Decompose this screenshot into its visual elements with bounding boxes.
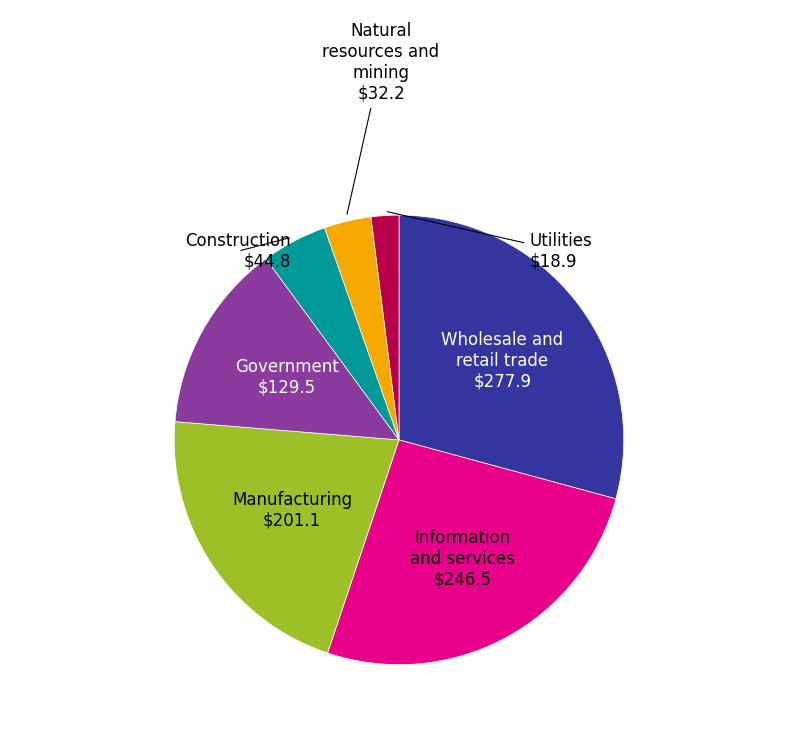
Wedge shape <box>325 217 399 440</box>
Wedge shape <box>266 228 399 440</box>
Text: Construction
$44.8: Construction $44.8 <box>185 232 291 270</box>
Wedge shape <box>327 440 616 664</box>
Text: Wholesale and
retail trade
$277.9: Wholesale and retail trade $277.9 <box>441 331 563 390</box>
Wedge shape <box>174 422 399 653</box>
Text: Natural
resources and
mining
$32.2: Natural resources and mining $32.2 <box>322 22 440 214</box>
Text: Utilities
$18.9: Utilities $18.9 <box>387 211 592 270</box>
Wedge shape <box>371 215 399 440</box>
Wedge shape <box>175 259 399 440</box>
Text: Government
$129.5: Government $129.5 <box>235 358 339 397</box>
Wedge shape <box>399 215 624 499</box>
Text: Information
and services
$246.5: Information and services $246.5 <box>410 529 515 588</box>
Text: Manufacturing
$201.1: Manufacturing $201.1 <box>232 491 352 530</box>
